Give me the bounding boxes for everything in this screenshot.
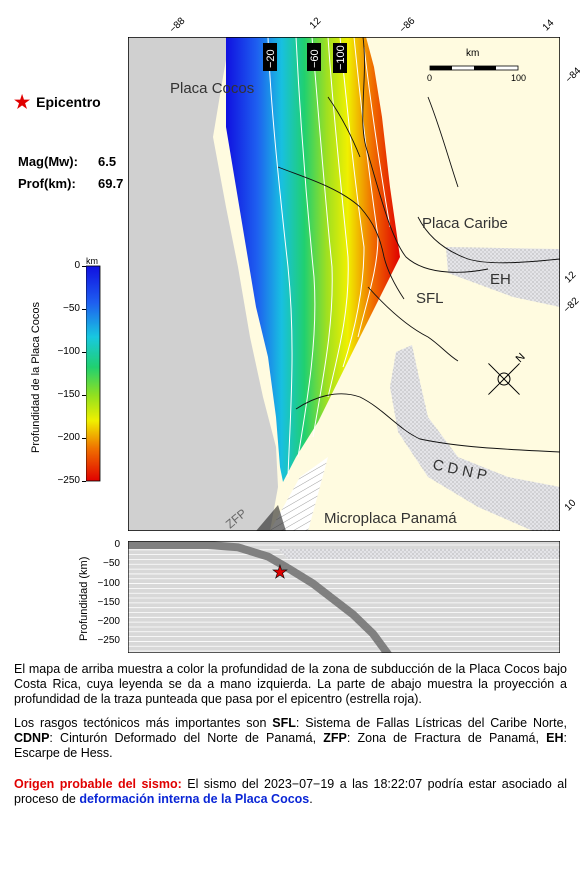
colorbar-tick-label: 0 [74,260,80,271]
earthquake-params: Mag(Mw): 6.5 Prof(km): 69.7 [18,151,123,195]
profile-ylabel: Profundidad (km) [78,556,90,641]
hess-escarpment [446,247,560,307]
contour-label-60: −60 [309,49,321,68]
depth-value: 69.7 [98,176,124,191]
colorbar-tick-mark [82,395,86,396]
crust-layer [278,549,560,559]
colorbar-tick-label: −50 [63,303,80,314]
abbr-zfp: ZFP [323,731,347,745]
tick-lat-14: 14 [540,17,557,34]
colorbar-tick-label: −100 [57,346,80,357]
paragraph-map-explanation: El mapa de arriba muestra a color la pro… [14,662,567,706]
abbr-eh: EH [546,731,564,745]
label-placa-cocos: Placa Cocos [170,80,254,97]
tick-lon-84: −84 [563,65,580,86]
desc-zfp: : Zona de Fractura de Panamá, [346,731,547,745]
magnitude-row: Mag(Mw): 6.5 [18,151,123,173]
scalebar-min: 0 [427,73,432,83]
colorbar-tick-mark [82,266,86,267]
profile-tick-label: 0 [114,539,120,550]
label-placa-caribe: Placa Caribe [422,215,508,232]
colorbar-tick-label: −200 [57,432,80,443]
origin-heading: Origen probable del sismo: [14,777,182,791]
depth-row: Prof(km): 69.7 [18,173,123,195]
north-arrow-icon [488,363,520,395]
tick-lon-86: −86 [397,15,418,36]
contour-label-100: −100 [335,45,347,70]
depth-contours [267,37,391,478]
paragraph-tectonic-features: Los rasgos tectónicos más importantes so… [14,716,567,761]
epicenter-legend-label: Epicentro [36,94,101,110]
contour-labels: −20 −60 −100 [263,43,347,73]
tectonic-intro: Los rasgos tectónicos más importantes so… [14,716,273,730]
profile-tick-label: −100 [97,577,120,589]
colorbar-title: Profundidad de la Placa Cocos [30,301,42,453]
colorbar-tick-label: −250 [57,475,80,486]
desc-cdnp: : Cinturón Deformado del Norte de Panamá… [49,731,324,745]
colorbar-scale [86,265,101,482]
origin-body: El sismo del 2023−07−19 a las 18:22:07 p… [14,777,567,806]
profile-grid [128,544,560,652]
epicenter-legend: ★ Epicentro [14,92,101,112]
label-eh: EH [490,271,511,288]
depth-colorbar: km [86,262,101,482]
colorbar-tick-mark [82,309,86,310]
tick-lat-10: 10 [562,497,579,514]
profile-tick-label: −150 [97,596,120,608]
contour-label-20: −20 [265,49,277,68]
abbr-cdnp: CDNP [14,731,50,745]
desc-eh: : Escarpe de Hess. [14,731,567,760]
tick-lon-82: −82 [561,295,580,316]
origin-end: . [309,792,313,806]
star-icon: ★ [14,92,31,112]
zfp-dark-area [256,505,286,531]
colorbar-tick-label: −150 [57,389,80,400]
colorbar-unit: km [88,262,101,264]
scalebar-unit: km [466,48,479,59]
profile-tick-label: −200 [97,616,120,628]
label-microplaca-panama: Microplaca Panamá [324,510,457,527]
origin-cause: deformación interna de la Placa Cocos [79,792,310,806]
colorbar-unit-label: km [86,256,98,266]
depth-label: Prof(km): [18,176,76,191]
description-text: El mapa de arriba muestra a color la pro… [14,662,567,816]
tick-lat-12-right: 12 [562,269,579,286]
paragraph-origin: Origen probable del sismo: El sismo del … [14,777,567,807]
abbr-sfl: SFL [272,716,296,730]
desc-sfl: : Sistema de Fallas Lístricas del Caribe… [295,716,567,730]
colorbar-tick-mark [82,352,86,353]
magnitude-value: 6.5 [98,154,117,169]
coastline [277,37,560,453]
depth-profile: ★ [128,541,560,653]
tick-lat-12-top: 12 [307,15,324,32]
slab-profile-line [128,541,393,653]
tick-lon-88: −88 [167,15,188,36]
subduction-map: Placa Cocos Placa Caribe SFL EH C D N P … [128,37,560,531]
scale-bar: km 0 100 [427,48,526,83]
profile-tick-label: −250 [97,635,120,647]
panama-fracture-zone [270,457,328,531]
profile-tick-label: −50 [103,558,120,570]
epicenter-star-icon: ★ [272,562,288,582]
cdnp-belt [390,345,560,531]
label-sfl: SFL [416,290,444,307]
scalebar-max: 100 [511,73,526,83]
pacific-ocean [128,37,278,531]
magnitude-label: Mag(Mw): [18,154,78,169]
colorbar-tick-mark [82,438,86,439]
colorbar-tick-mark [82,481,86,482]
